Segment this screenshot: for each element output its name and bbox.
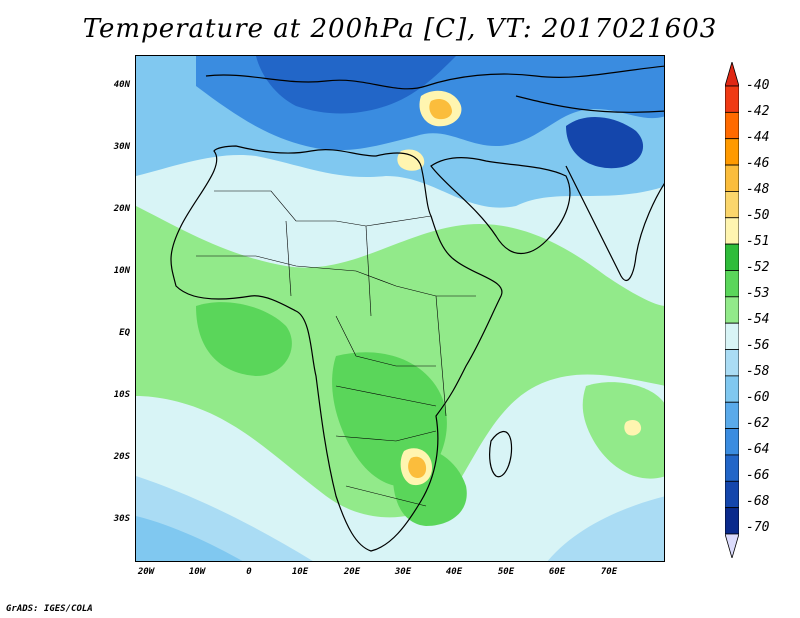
lat-tick-label: EQ — [119, 328, 130, 338]
lat-tick-label: 20S — [113, 452, 130, 462]
lat-tick-label: 40N — [113, 80, 130, 90]
lon-tick-label: 30E — [394, 567, 412, 577]
field-green-west — [196, 302, 292, 376]
field-orange-south — [408, 456, 427, 478]
lon-tick-label: 70E — [600, 567, 618, 577]
colorbar-swatch — [725, 191, 739, 219]
colorbar-label: -56 — [746, 338, 770, 353]
colorbar-swatch — [725, 270, 739, 298]
temperature-field — [136, 56, 664, 561]
colorbar-label: -51 — [746, 234, 770, 249]
field-blue-se — [547, 496, 664, 561]
colorbar-swatch — [725, 454, 739, 482]
colorbar-label: -66 — [746, 468, 770, 483]
lon-tick-label: 20E — [343, 567, 361, 577]
lon-tick-label: 20W — [137, 567, 155, 577]
field-navy-ne — [566, 116, 644, 169]
colorbar-swatch — [725, 296, 739, 324]
colorbar-label: -62 — [746, 416, 770, 431]
chart-title: Temperature at 200hPa [C], VT: 201702160… — [82, 14, 718, 44]
lon-tick-label: 10W — [188, 567, 206, 577]
colorbar-label: -58 — [746, 364, 770, 379]
colorbar-label: -64 — [746, 442, 770, 457]
lat-tick-label: 30N — [113, 142, 130, 152]
colorbar-swatch — [725, 428, 739, 456]
field-yellow-me — [397, 149, 425, 171]
colorbar-swatch — [725, 111, 739, 140]
lat-tick-label: 20N — [113, 204, 130, 214]
field-navy-north — [256, 56, 456, 114]
country-borders — [196, 190, 476, 507]
map-panel — [135, 55, 665, 562]
colorbar-label: -52 — [746, 260, 770, 275]
field-blue-south-2 — [136, 516, 243, 561]
colorbar-label: -48 — [746, 182, 770, 197]
colorbar-label: -42 — [746, 104, 770, 119]
lat-tick-label: 10S — [113, 390, 130, 400]
field-orange-ne — [429, 99, 452, 120]
field-yellow-indian — [624, 419, 642, 436]
colorbar-swatch — [725, 243, 739, 271]
colorbar-label: -53 — [746, 286, 770, 301]
colorbar-swatch — [725, 164, 739, 192]
colorbar-label: -50 — [746, 208, 770, 223]
footer-credit: GrADS: IGES/COLA — [6, 604, 93, 614]
coastlines — [170, 65, 664, 552]
colorbar-swatch — [725, 480, 739, 509]
lon-tick-label: 60E — [548, 567, 566, 577]
colorbar-swatch — [725, 85, 739, 113]
colorbar-swatch — [725, 322, 739, 350]
colorbar-label: -46 — [746, 156, 770, 171]
colorbar-label: -60 — [746, 390, 770, 405]
colorbar — [725, 62, 739, 558]
colorbar-label: -68 — [746, 494, 770, 509]
lat-tick-label: 10N — [113, 266, 130, 276]
colorbar-label: -40 — [746, 78, 770, 93]
colorbar-label: -54 — [746, 312, 770, 327]
field-green-east — [582, 382, 664, 479]
lon-tick-label: 40E — [445, 567, 463, 577]
lon-tick-label: 10E — [291, 567, 309, 577]
colorbar-swatch — [725, 401, 739, 429]
colorbar-swatch — [725, 138, 739, 166]
colorbar-label: -44 — [746, 130, 770, 145]
colorbar-label: -70 — [746, 520, 770, 535]
colorbar-swatch — [725, 349, 739, 377]
lat-tick-label: 30S — [113, 514, 130, 524]
colorbar-swatch — [725, 507, 739, 535]
colorbar-over-arrow — [725, 62, 739, 87]
colorbar-under-arrow — [725, 533, 739, 558]
colorbar-swatch — [725, 375, 739, 403]
lon-tick-label: 0 — [246, 567, 252, 577]
lon-tick-label: 50E — [497, 567, 515, 577]
colorbar-swatch — [725, 217, 739, 245]
